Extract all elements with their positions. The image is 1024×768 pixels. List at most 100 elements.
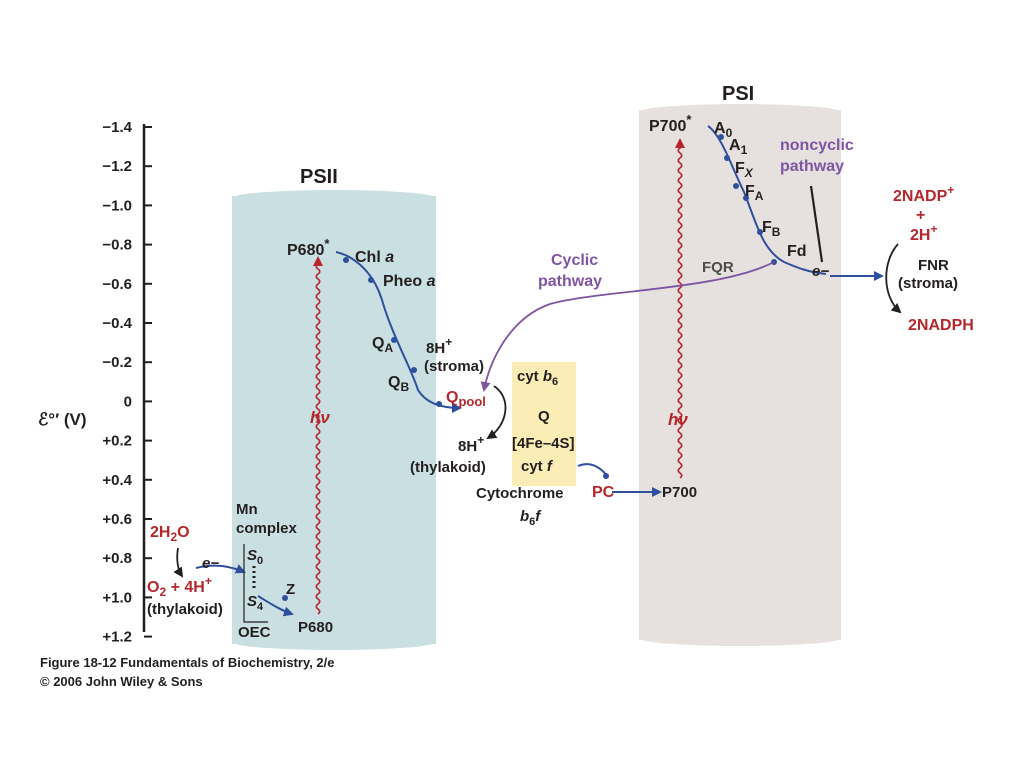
axis-tick-label: −1.0 — [102, 197, 132, 214]
psii-title: PSII — [300, 166, 338, 188]
nadp-label: 2NADP+ — [893, 183, 954, 205]
p680-ground-label: P680 — [298, 619, 333, 636]
oec-label: OEC — [238, 624, 271, 641]
fa-label: FA — [745, 183, 764, 203]
cyclic-pathway-line2: pathway — [538, 273, 602, 290]
p700-ground-label: P700 — [662, 484, 697, 501]
stroma-label: (stroma) — [424, 358, 484, 375]
p700-excited-label: P700* — [649, 112, 692, 135]
oxygen-label: O2 + 4H+ — [147, 574, 212, 599]
psii-panel — [232, 190, 436, 650]
carrier-dot — [733, 183, 739, 189]
carrier-dot — [391, 337, 397, 343]
axis-tick-label: −0.8 — [102, 237, 132, 254]
qpool-label: Qpool — [446, 389, 486, 409]
fnr-label: FNR — [918, 257, 949, 274]
qa-label: QA — [372, 335, 393, 355]
mn-complex-line2: complex — [236, 520, 298, 537]
a1-label: A1 — [729, 137, 748, 157]
axis-tick-label: +0.2 — [102, 433, 132, 450]
water-label: 2H2O — [150, 524, 190, 544]
carrier-dot — [724, 155, 730, 161]
carrier-dot — [603, 473, 609, 479]
stroma-protons-label: 8H+ — [426, 335, 452, 357]
fx-label: FX — [735, 160, 754, 180]
psi-hv-label: hν — [668, 410, 688, 429]
axis-ticks: −1.4 −1.2 −1.0 −0.8 −0.6 −0.4 −0.2 0 +0.2 +0.4 +0.… — [102, 119, 152, 646]
qb-label: QB — [388, 374, 409, 394]
caption-line2: © 2006 John Wiley & Sons — [40, 674, 203, 689]
psii-hv-label: hν — [310, 408, 330, 427]
thylakoid-protons-label: 8H+ — [458, 433, 484, 455]
psii-electron-path — [335, 251, 462, 413]
noncyclic-pathway-line1: noncyclic — [780, 137, 854, 154]
carrier-dot — [436, 401, 442, 407]
axis-tick-label: +1.0 — [102, 589, 132, 606]
fnr-stroma-label: (stroma) — [898, 275, 958, 292]
axis-tick-label: +0.8 — [102, 550, 132, 567]
z-label: Z — [286, 581, 295, 598]
axis-tick-label: −0.4 — [102, 315, 132, 332]
carrier-dot — [743, 195, 749, 201]
fb-label: FB — [762, 219, 781, 239]
carrier-dot — [343, 257, 349, 263]
mn-complex-line1: Mn — [236, 501, 258, 518]
electron-carrier-dots — [282, 134, 777, 601]
carrier-dot — [282, 595, 288, 601]
cyt-f-label: cyt f — [521, 458, 554, 475]
cyclic-pathway-arrow — [480, 261, 775, 392]
psi-light-wave — [675, 138, 685, 479]
fqr-label: FQR — [702, 259, 734, 276]
axis-tick-label: +0.4 — [102, 472, 132, 489]
carrier-dot — [411, 367, 417, 373]
psi-panel — [639, 104, 841, 646]
cyclic-pathway-line1: Cyclic — [551, 252, 598, 269]
s0-label: S0 — [247, 547, 263, 567]
cyt-q-label: Q — [538, 408, 550, 425]
carrier-dot — [757, 229, 763, 235]
psi-electron-label: e− — [812, 263, 829, 280]
cytochrome-box — [512, 362, 576, 486]
pc-label: PC — [592, 484, 615, 501]
axis-label: ℰ°′ (V) — [38, 410, 87, 429]
thylakoid-label: (thylakoid) — [410, 459, 486, 476]
oec-electron-path — [195, 564, 246, 574]
cytochrome-name: Cytochrome — [476, 485, 564, 502]
noncyclic-pathway-line2: pathway — [780, 158, 844, 175]
oec-bracket — [243, 544, 268, 623]
caption-line1: Figure 18-12 Fundamentals of Biochemistr… — [40, 655, 335, 670]
chl-a-label: Chl a — [355, 249, 394, 266]
axis-tick-label: −0.6 — [102, 276, 132, 293]
nadph-label: 2NADPH — [908, 317, 974, 334]
axis-tick-label: +0.6 — [102, 511, 132, 528]
axis-tick-label: −1.4 — [102, 119, 132, 136]
fd-label: Fd — [787, 243, 807, 260]
z-to-p680-path — [257, 595, 294, 617]
pheo-a-label: Pheo a — [383, 273, 436, 290]
fe-s-label: [4Fe–4S] — [512, 435, 575, 452]
a0-label: A0 — [714, 120, 733, 140]
nadp-plus: + — [916, 207, 925, 224]
oxygen-thylakoid-label: (thylakoid) — [147, 601, 223, 618]
cyt-b6-label: cyt b6 — [517, 368, 558, 388]
water-oxidation-arrow — [173, 547, 184, 578]
axis-tick-label: −1.2 — [102, 158, 132, 175]
cytochrome-b6f-label: b6f — [520, 508, 542, 528]
potential-axis: −1.4 −1.2 −1.0 −0.8 −0.6 −0.4 −0.2 0 +0.2 +0.4 +0.… — [38, 119, 152, 646]
axis-tick-label: +1.2 — [102, 629, 132, 646]
s4-label: S4 — [247, 593, 264, 613]
axis-tick-label: −0.2 — [102, 354, 132, 371]
p680-excited-label: P680* — [287, 236, 330, 259]
proton-release-arrow — [486, 385, 507, 440]
carrier-dot — [368, 277, 374, 283]
carrier-dot — [718, 134, 724, 140]
axis-tick-label: 0 — [124, 393, 132, 410]
proton-label: 2H+ — [910, 222, 937, 244]
psi-title: PSI — [722, 83, 754, 105]
psii-light-wave — [313, 256, 323, 615]
oec-electron-label: e− — [202, 555, 219, 572]
nadp-reduction-arrow — [885, 243, 902, 314]
noncyclic-pointer — [809, 185, 824, 263]
